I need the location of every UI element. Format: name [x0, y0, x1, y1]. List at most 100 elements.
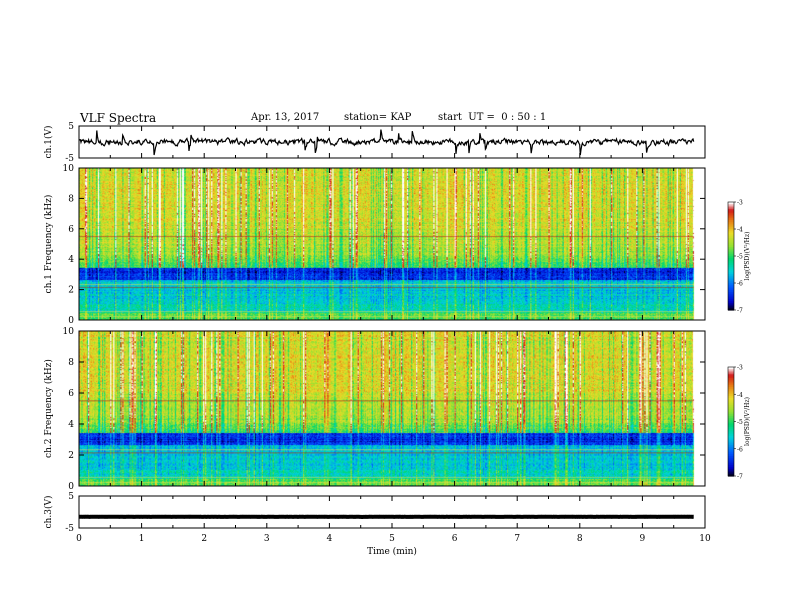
colorbar-swatch — [728, 243, 734, 246]
colorbar-swatch — [728, 414, 734, 417]
colorbar-swatch — [728, 252, 734, 255]
colorbar-swatch — [728, 461, 734, 464]
colorbar-swatch — [728, 368, 734, 372]
colorbar-swatch — [728, 432, 734, 435]
colorbar-swatch — [728, 265, 734, 268]
colorbar-swatch — [728, 230, 734, 234]
colorbar-swatch — [728, 454, 734, 457]
ch3-waveform-ytick-label: 5 — [68, 492, 74, 502]
colorbar-swatch — [728, 299, 734, 302]
colorbar-swatch — [728, 472, 734, 475]
colorbar-swatch — [728, 443, 734, 446]
colorbar-tick-label: -4 — [737, 227, 743, 234]
ch1-waveform-ytick-label: -5 — [65, 154, 74, 164]
colorbar-swatch — [728, 279, 734, 282]
colorbar-swatch — [728, 466, 734, 470]
xtick-label: 8 — [577, 534, 583, 544]
colorbar-swatch — [728, 445, 734, 448]
colorbar-swatch — [728, 220, 734, 223]
date-label: Apr. 13, 2017 — [251, 112, 320, 123]
colorbar-swatch — [728, 408, 734, 412]
colorbar-swatch — [728, 308, 734, 311]
station-label: station= KAP — [344, 112, 412, 123]
colorbar-tick-label: -3 — [737, 365, 743, 372]
colorbar-swatch — [728, 463, 734, 466]
colorbar-swatch — [728, 367, 734, 370]
colorbar-swatch — [728, 227, 734, 230]
ch2-spectrogram-ytick-label: 4 — [68, 420, 74, 430]
colorbar-swatch — [728, 203, 734, 207]
colorbar-swatch — [728, 379, 734, 383]
ch1-spectrogram-ytick-label: 0 — [68, 316, 74, 326]
colorbar-swatch — [728, 403, 734, 406]
colorbar-swatch — [728, 306, 734, 309]
ch2-spectrogram-ytick-label: 0 — [68, 482, 74, 492]
colorbar-swatch — [728, 261, 734, 264]
colorbar-swatch — [728, 292, 734, 295]
colorbar-swatch — [728, 386, 734, 390]
colorbar-swatch — [728, 241, 734, 244]
ch1-spectrogram-ytick-label: 2 — [68, 286, 74, 296]
colorbar-ch2: -3 -4 -5 -6 -7 log(PSD)(V²/Hz) — [727, 365, 751, 481]
colorbar-swatch — [728, 392, 734, 395]
colorbar-swatch — [728, 376, 734, 379]
colorbar-label: log(PSD)(V²/Hz) — [744, 232, 751, 281]
colorbar-tick-label: -6 — [737, 281, 743, 288]
ch2-spectrogram-ytick-label: 8 — [68, 358, 74, 368]
colorbar-swatch — [728, 428, 734, 432]
colorbar-swatch — [728, 290, 734, 293]
colorbar-swatch — [728, 281, 734, 284]
colorbar-swatch — [728, 236, 734, 239]
colorbar-tick-label: -5 — [737, 419, 743, 426]
colorbar-swatch — [728, 275, 734, 279]
colorbar-swatch — [728, 421, 734, 424]
colorbar-swatch — [728, 426, 734, 430]
colorbar-swatch — [728, 446, 734, 450]
start-time-label: start UT = 0 : 50 : 1 — [438, 112, 547, 123]
colorbar-swatch — [728, 388, 734, 392]
colorbar-swatch — [728, 381, 734, 384]
colorbar-swatch — [728, 394, 734, 397]
colorbar-swatch — [728, 390, 734, 394]
ch1-waveform-ytick-label: 5 — [68, 122, 74, 132]
xtick-label: 4 — [327, 534, 333, 544]
ch2-spectrogram-ylabel: ch.2 Frequency (kHz) — [43, 359, 54, 458]
colorbar-swatch — [728, 470, 734, 473]
ch2-spectrogram-image — [79, 331, 705, 486]
xtick-label: 10 — [699, 534, 711, 544]
colorbar-swatch — [728, 441, 734, 444]
colorbar-swatch — [728, 205, 734, 208]
ch2-spectrogram-ytick-label: 10 — [63, 327, 75, 337]
ch1-spectrogram-ytick-label: 8 — [68, 194, 74, 204]
colorbar-swatch — [728, 225, 734, 228]
colorbar-swatch — [728, 238, 734, 241]
ch3-waveform-ylabel: ch.3(V) — [43, 496, 54, 529]
xtick-label: 1 — [139, 534, 145, 544]
xtick-label: 3 — [264, 534, 270, 544]
xaxis-title: Time (min) — [367, 546, 417, 557]
ch1-spectrogram-panel — [79, 168, 705, 320]
colorbar-swatch — [728, 436, 734, 439]
colorbar-tick-label: -7 — [737, 474, 743, 481]
colorbar-swatch — [728, 277, 734, 280]
chart-title: VLF Spectra — [80, 111, 157, 125]
colorbar-swatch — [728, 304, 734, 307]
colorbar-swatch — [728, 297, 734, 300]
colorbar-swatch — [728, 263, 734, 266]
colorbar-swatch — [728, 474, 734, 477]
ch1-waveform-trace — [78, 129, 695, 156]
colorbar-swatch — [728, 410, 734, 414]
colorbar-swatch — [728, 448, 734, 452]
colorbar-tick-label: -5 — [737, 254, 743, 261]
colorbar-swatch — [728, 412, 734, 415]
colorbar-swatch — [728, 437, 734, 441]
colorbar-swatch — [728, 234, 734, 237]
colorbar-swatch — [728, 399, 734, 403]
ch2-spectrogram-panel — [79, 331, 705, 486]
xtick-label: 7 — [514, 534, 520, 544]
colorbar-swatch — [728, 302, 734, 306]
colorbar-swatch — [728, 397, 734, 401]
colorbar-swatch — [728, 239, 734, 243]
colorbar-swatch — [728, 209, 734, 212]
